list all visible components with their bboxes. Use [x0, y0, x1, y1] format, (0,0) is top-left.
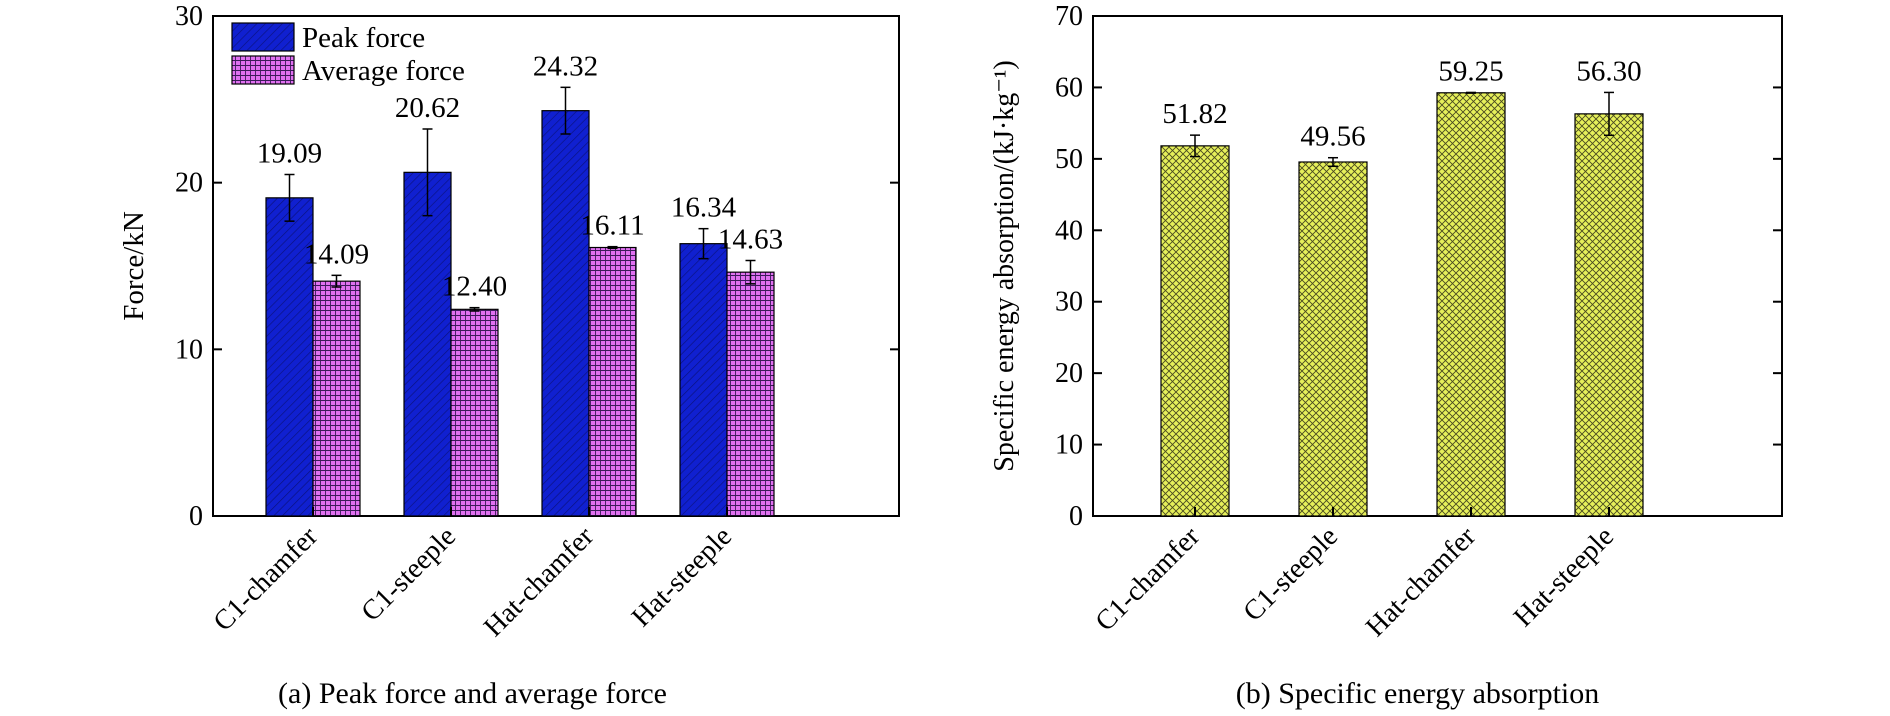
x-tick-label: C1-steeple: [355, 521, 462, 628]
y-axis-label: Force/kN: [118, 211, 150, 321]
data-label: 12.40: [442, 271, 507, 303]
legend-label: Peak force: [302, 22, 425, 54]
x-tick-label: Hat-chamfer: [1360, 521, 1482, 643]
bar: [312, 280, 361, 517]
y-tick-label: 20: [1055, 358, 1083, 389]
y-axis: 0 10 20 30 40 50 60 70: [1055, 1, 1782, 532]
data-label: 59.25: [1438, 55, 1503, 87]
chart-panel-a: 0 10 20 30 Force/kN 19.09 14.09 20.62 12.40 24.32…: [118, 1, 900, 710]
x-tick-label: Hat-steeple: [626, 521, 738, 633]
legend-label: Average force: [302, 55, 465, 87]
bar: [1298, 161, 1368, 517]
bar: [1160, 145, 1230, 517]
y-tick-label: 10: [1055, 430, 1083, 461]
bars: 51.82 49.56 59.25 56.30: [1160, 55, 1644, 517]
legend-swatch: [231, 55, 295, 85]
data-label: 14.09: [304, 238, 369, 270]
x-tick-label: Hat-steeple: [1508, 521, 1620, 633]
bar: [1436, 92, 1506, 517]
x-tick-label: Hat-chamfer: [478, 521, 600, 643]
y-tick-label: 50: [1055, 144, 1083, 175]
bar: [1574, 113, 1644, 517]
legend-swatch: [231, 22, 295, 52]
caption-b: (b) Specific energy absorption: [1235, 677, 1600, 710]
data-label: 49.56: [1300, 121, 1365, 153]
sea-bar-chart: 0 10 20 30 40 50 60 70 Specific energy absorptio…: [989, 1, 1783, 643]
y-tick-label: 20: [175, 168, 203, 199]
data-label: 20.62: [395, 92, 460, 124]
y-tick-label: 0: [189, 501, 203, 532]
x-tick-label: C1-chamfer: [1089, 521, 1206, 638]
data-label: 16.34: [671, 192, 737, 224]
x-tick-label: C1-steeple: [1237, 521, 1344, 628]
bar: [265, 197, 314, 517]
bar: [403, 171, 452, 517]
data-label: 14.63: [718, 224, 783, 256]
y-axis-label: Specific energy absorption/(kJ·kg⁻¹): [989, 60, 1020, 471]
x-tick-label: C1-chamfer: [207, 521, 324, 638]
y-tick-label: 30: [1055, 287, 1083, 318]
data-label: 56.30: [1576, 55, 1641, 87]
data-label: 51.82: [1162, 98, 1227, 130]
bar: [588, 246, 637, 517]
bar: [450, 308, 499, 517]
y-tick-label: 70: [1055, 1, 1083, 32]
data-label: 16.11: [580, 210, 644, 242]
bar: [541, 110, 590, 517]
caption-a: (a) Peak force and average force: [278, 677, 667, 710]
y-axis: 0 10 20 30: [175, 1, 899, 532]
data-label: 24.32: [533, 50, 598, 82]
bar: [679, 243, 728, 517]
chart-panel-b: 0 10 20 30 40 50 60 70 Specific energy absorptio…: [945, 0, 1890, 716]
y-tick-label: 0: [1069, 501, 1083, 532]
bar: [726, 271, 775, 517]
y-tick-label: 30: [175, 1, 203, 32]
data-label: 19.09: [257, 138, 322, 170]
y-tick-label: 10: [175, 334, 203, 365]
force-bar-chart: 0 10 20 30 Force/kN 19.09 14.09 20.62 12.40 24.32…: [118, 1, 900, 643]
y-tick-label: 60: [1055, 72, 1083, 103]
y-tick-label: 40: [1055, 215, 1083, 246]
